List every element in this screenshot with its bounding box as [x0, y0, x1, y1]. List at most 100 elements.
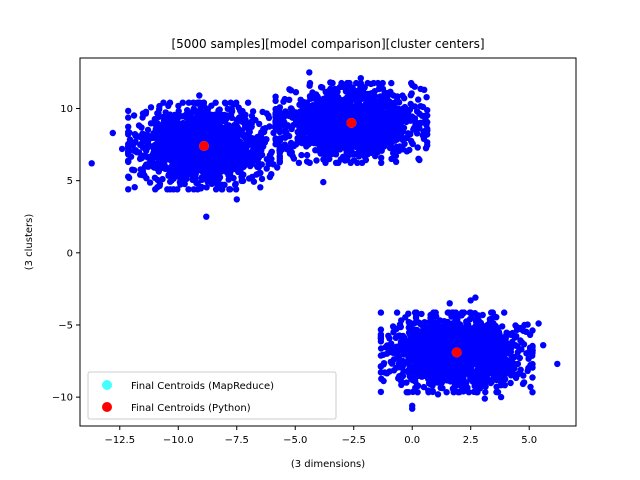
sample-point	[462, 323, 470, 330]
sample-point	[221, 157, 228, 164]
sample-point	[521, 321, 528, 329]
sample-point	[322, 159, 329, 166]
sample-point	[238, 159, 245, 167]
sample-point	[409, 336, 416, 343]
sample-point	[254, 163, 261, 170]
sample-point	[516, 354, 523, 362]
sample-point	[403, 389, 410, 396]
sample-point	[133, 132, 140, 139]
sample-point	[442, 344, 450, 351]
sample-point	[470, 355, 477, 362]
sample-point	[194, 180, 201, 187]
sample-point	[364, 142, 371, 149]
sample-point	[429, 369, 436, 376]
sample-point	[364, 90, 371, 98]
sample-point	[449, 309, 456, 316]
sample-point	[403, 134, 411, 142]
sample-point	[204, 105, 212, 113]
sample-point	[212, 139, 219, 146]
sample-point	[444, 355, 452, 362]
sample-point	[352, 102, 359, 110]
sample-point	[368, 101, 376, 109]
sample-point	[384, 92, 391, 100]
sample-point	[272, 105, 279, 113]
sample-point	[332, 151, 340, 158]
sample-point	[243, 149, 250, 156]
sample-point	[337, 110, 344, 117]
sample-point	[363, 113, 370, 121]
sample-point	[411, 346, 418, 353]
sample-point	[248, 118, 255, 126]
sample-point	[239, 107, 246, 115]
sample-point	[388, 155, 395, 163]
sample-point	[377, 388, 385, 396]
sample-point	[393, 309, 401, 316]
sample-point	[377, 93, 384, 100]
sample-point	[441, 318, 448, 325]
sample-point	[418, 310, 425, 318]
sample-point	[353, 109, 361, 116]
sample-point	[212, 159, 220, 166]
sample-point	[211, 128, 218, 135]
sample-point	[411, 103, 419, 110]
sample-point	[232, 181, 239, 188]
sample-point	[214, 165, 221, 172]
sample-point	[295, 159, 303, 166]
sample-point	[399, 357, 407, 365]
sample-point	[192, 175, 199, 182]
sample-point	[190, 99, 197, 106]
sample-point	[138, 124, 145, 131]
sample-point	[423, 94, 430, 101]
sample-point	[167, 186, 174, 193]
sample-point	[415, 155, 422, 162]
sample-point	[257, 184, 264, 191]
sample-point	[263, 165, 270, 172]
sample-point	[394, 96, 401, 104]
sample-point	[463, 379, 470, 386]
sample-point	[303, 151, 311, 159]
sample-point	[165, 102, 172, 110]
sample-point	[178, 168, 185, 176]
sample-point	[407, 115, 415, 122]
sample-point	[474, 322, 482, 330]
sample-point	[125, 143, 132, 150]
sample-point	[356, 89, 364, 96]
sample-point	[132, 147, 139, 154]
sample-point	[194, 120, 201, 128]
sample-point	[221, 99, 229, 106]
sample-point	[125, 151, 132, 158]
sample-point	[174, 186, 181, 193]
sample-point	[350, 150, 357, 157]
sample-point	[401, 95, 408, 102]
sample-point	[227, 99, 234, 106]
sample-point	[529, 374, 536, 381]
sample-point	[130, 140, 137, 148]
sample-point	[437, 325, 444, 333]
sample-point	[221, 118, 229, 125]
sample-point	[312, 91, 320, 98]
sample-point	[330, 97, 337, 105]
sample-point	[190, 161, 197, 168]
sample-point	[475, 312, 482, 319]
sample-point	[167, 166, 174, 173]
sample-point	[168, 129, 175, 137]
sample-point	[138, 134, 145, 141]
sample-point	[417, 353, 424, 360]
sample-point	[279, 146, 286, 153]
sample-point	[406, 146, 413, 154]
sample-point	[459, 333, 467, 340]
sample-point	[535, 320, 542, 327]
sample-point	[175, 102, 182, 110]
sample-point	[226, 152, 233, 159]
sample-point	[160, 122, 167, 129]
sample-point	[465, 332, 473, 340]
sample-point	[274, 164, 281, 171]
sample-point	[198, 128, 205, 135]
sample-point	[377, 331, 385, 338]
sample-point	[354, 159, 361, 166]
sample-point	[125, 157, 132, 164]
sample-point	[383, 370, 391, 377]
sample-point	[192, 154, 199, 161]
sample-point	[280, 98, 287, 105]
sample-point	[229, 126, 236, 134]
